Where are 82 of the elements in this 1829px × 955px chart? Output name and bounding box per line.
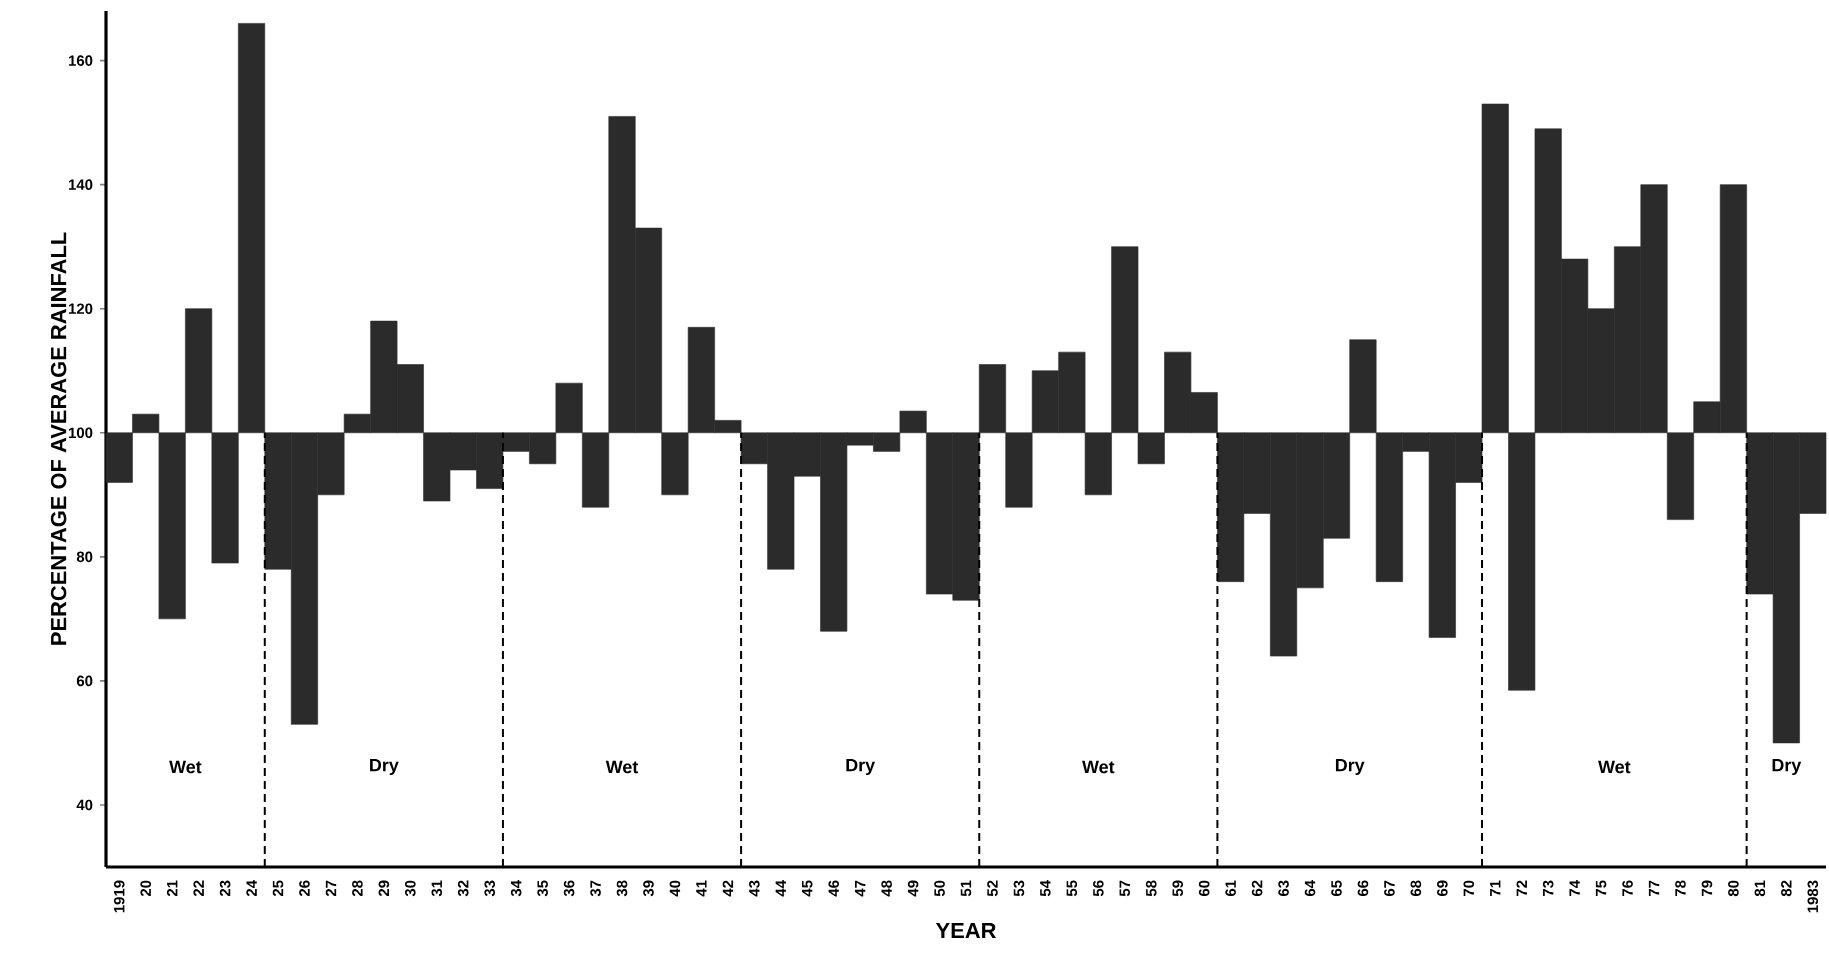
- x-tick-label: 1919: [113, 880, 125, 913]
- x-tick-label: 49: [907, 880, 919, 897]
- x-tick-label: 59: [1172, 880, 1184, 897]
- x-tick-label: 44: [775, 880, 786, 897]
- x-tick-label: 69: [1437, 880, 1448, 897]
- y-tick-label: 80: [76, 551, 93, 563]
- y-tick-label: 160: [68, 55, 93, 66]
- x-tick-label: 63: [1278, 880, 1289, 897]
- x-tick-label: 78: [1675, 880, 1686, 896]
- y-tick-label: 120: [68, 303, 93, 315]
- x-tick-label: 50: [934, 880, 945, 897]
- y-tick-label: 40: [76, 799, 93, 811]
- x-tick-label: 23: [219, 880, 231, 897]
- x-tick-label: 45: [802, 880, 813, 897]
- x-tick-label: 25: [272, 880, 284, 897]
- y-tick-label: 140: [68, 179, 93, 190]
- x-tick-label: 55: [1066, 880, 1078, 897]
- x-tick-label: 74: [1569, 880, 1580, 896]
- x-tick-label: 61: [1225, 880, 1236, 897]
- x-tick-label: 72: [1516, 880, 1527, 896]
- x-tick-label: 77: [1648, 880, 1660, 896]
- x-tick-label: 38: [616, 880, 628, 897]
- annotation: Wet: [1598, 760, 1631, 774]
- x-tick-label: 57: [1119, 880, 1131, 897]
- x-tick-label: 75: [1595, 880, 1607, 896]
- x-tick-label: 52: [987, 880, 998, 897]
- x-tick-label: 33: [484, 880, 495, 897]
- x-tick-label: 43: [749, 880, 760, 897]
- x-tick-label: 29: [378, 880, 390, 897]
- x-tick-label: 32: [457, 880, 469, 897]
- x-tick-label: 81: [1754, 880, 1766, 897]
- x-tick-label: 65: [1331, 880, 1342, 897]
- x-tick-label: 20: [140, 880, 151, 897]
- x-tick-label: 76: [1622, 880, 1633, 896]
- x-tick-label: 68: [1410, 880, 1422, 897]
- x-tick-label: 60: [1198, 880, 1210, 897]
- x-tick-label: 48: [881, 880, 892, 897]
- x-tick-label: 31: [431, 880, 443, 897]
- annotation: Dry: [370, 758, 399, 776]
- x-tick-label: 82: [1781, 880, 1792, 897]
- x-tick-label: 41: [696, 880, 707, 897]
- x-tick-label: 53: [1013, 880, 1025, 897]
- x-tick-label: 27: [325, 880, 337, 897]
- x-tick-label: 54: [1040, 880, 1051, 897]
- x-tick-label: 34: [510, 880, 522, 897]
- x-tick-label: 39: [643, 880, 654, 897]
- x-tick-label: 35: [537, 880, 548, 897]
- x-tick-label: 62: [1251, 880, 1263, 897]
- annotation: Wet: [169, 760, 202, 774]
- x-tick-label: 46: [828, 880, 840, 897]
- x-tick-label: 42: [722, 880, 734, 897]
- x-tick-label: 47: [855, 880, 866, 897]
- x-tick-label: 58: [1145, 880, 1157, 897]
- x-tick-label: 79: [1701, 880, 1713, 896]
- x-tick-label: 37: [590, 880, 601, 897]
- x-axis-title: YEAR: [935, 922, 997, 939]
- annotation: Wet: [605, 760, 639, 774]
- x-tick-label: 24: [246, 880, 257, 897]
- x-tick-label: 66: [1357, 880, 1369, 897]
- x-tick-label: 64: [1304, 880, 1316, 897]
- x-tick-label: 70: [1463, 880, 1475, 896]
- x-tick-label: 26: [299, 880, 310, 897]
- x-tick-label: 22: [193, 880, 204, 897]
- x-tick-label: 51: [960, 880, 972, 897]
- x-tick-label: 1983: [1807, 880, 1819, 913]
- x-tick-label: 80: [1728, 880, 1739, 897]
- y-tick-label: 60: [76, 675, 93, 687]
- annotation: Dry: [846, 758, 876, 776]
- x-tick-label: 73: [1542, 880, 1554, 896]
- x-tick-label: 28: [352, 880, 363, 897]
- x-tick-label: 36: [563, 880, 575, 897]
- x-tick-label: 30: [405, 880, 416, 897]
- annotation: Dry: [1335, 758, 1365, 776]
- x-tick-label: 67: [1384, 880, 1395, 897]
- x-tick-label: 40: [669, 880, 681, 897]
- x-tick-label: 21: [166, 880, 178, 897]
- x-tick-label: 71: [1490, 880, 1501, 896]
- y-axis-title: PERCENTAGE OF AVERAGE RAINFALL: [50, 232, 67, 645]
- annotation: Dry: [1772, 758, 1802, 776]
- annotation: Wet: [1082, 760, 1115, 774]
- x-tick-label: 56: [1093, 880, 1104, 897]
- y-tick-label: 100: [68, 427, 93, 439]
